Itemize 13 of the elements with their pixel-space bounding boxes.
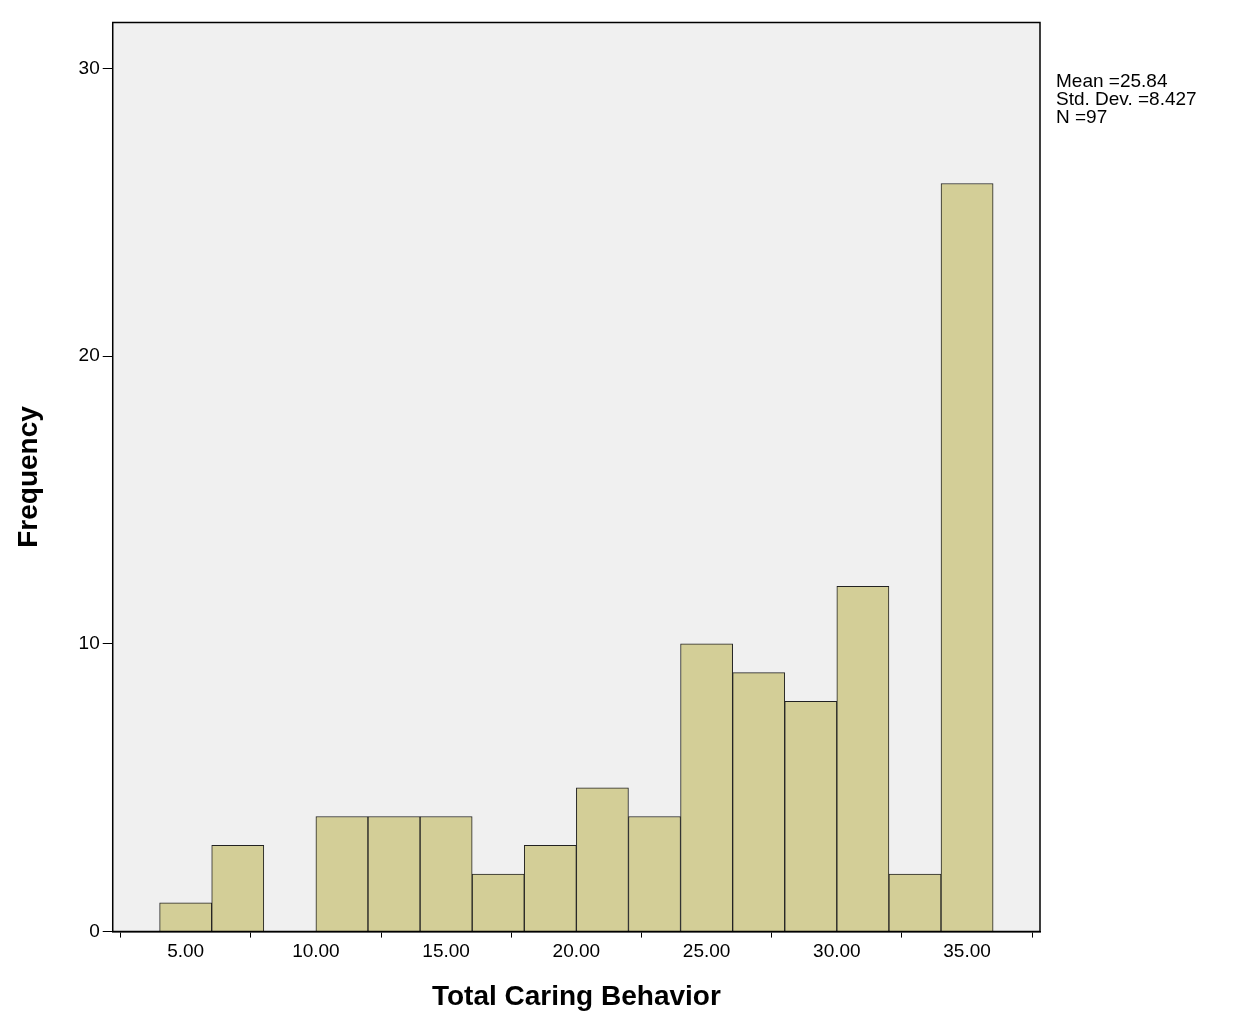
y-axis-title: Frequency xyxy=(11,405,43,548)
x-tick-label: 5.00 xyxy=(167,940,205,962)
x-tick-label: 25.00 xyxy=(682,940,731,962)
x-tick-label: 30.00 xyxy=(813,940,861,962)
y-tick-label: 20 xyxy=(78,344,100,366)
x-tick-label: 35.00 xyxy=(943,940,991,962)
x-tick-label: 10.00 xyxy=(292,940,340,962)
x-axis-title: Total Caring Behavior xyxy=(431,979,721,1011)
y-tick-label: 10 xyxy=(78,632,100,654)
y-tick-label: 30 xyxy=(78,56,100,78)
x-tick-label: 20.00 xyxy=(552,940,601,962)
x-tick-label: 15.00 xyxy=(422,940,470,962)
y-tick-label: 0 xyxy=(89,919,100,941)
